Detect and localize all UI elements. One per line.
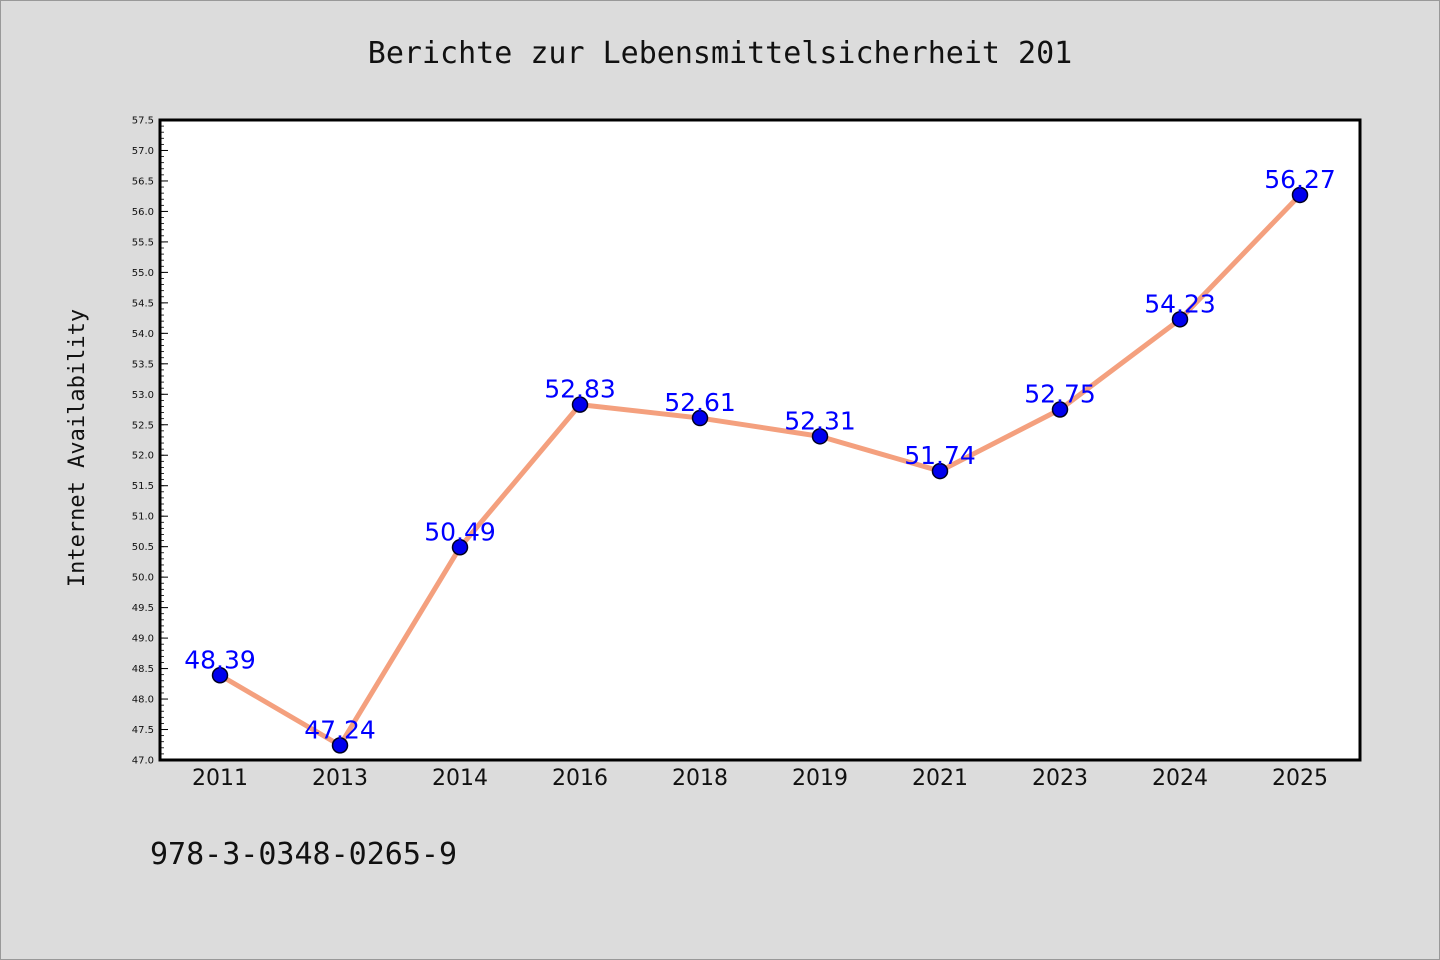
- data-label: 48.39: [184, 645, 256, 674]
- y-tick-label: 54.0: [132, 329, 154, 340]
- data-point: [811, 428, 829, 445]
- data-markers: [211, 186, 1309, 754]
- x-tick-label: 2014: [432, 766, 488, 791]
- data-label: 52.31: [784, 406, 856, 435]
- data-label: 54.23: [1144, 289, 1216, 318]
- data-point: [331, 737, 349, 754]
- y-tick-label: 57.5: [132, 116, 154, 127]
- data-label: 47.24: [304, 715, 376, 744]
- y-tick-label: 47.5: [132, 725, 154, 736]
- y-tick-label: 54.5: [132, 298, 154, 309]
- data-point: [1051, 401, 1069, 418]
- y-tick-label: 52.5: [132, 420, 154, 431]
- data-point: [1291, 186, 1309, 204]
- y-tick-label: 52.0: [132, 451, 154, 462]
- data-point: [1171, 311, 1189, 328]
- x-tick-label: 2011: [192, 766, 248, 791]
- x-tick-label: 2016: [552, 766, 608, 791]
- y-tick-label: 55.5: [132, 237, 154, 248]
- y-axis-label: Internet Availability: [65, 309, 90, 587]
- x-axis: 2011 2013 2014 2016 2018 2019 2021 2023 2024 2025: [192, 766, 1328, 791]
- y-axis: 47.0 47.5 48.0 48.5 49.0 49.5 50.0 50.5 51.0 51.5…: [132, 116, 168, 767]
- x-tick-label: 2024: [1152, 766, 1208, 791]
- y-tick-label: 50.0: [132, 573, 154, 584]
- x-tick-label: 2018: [672, 766, 728, 791]
- y-tick-label: 55.0: [132, 268, 154, 279]
- y-tick-label: 49.5: [132, 603, 154, 614]
- data-point: [211, 667, 229, 684]
- data-label: 51.74: [904, 441, 976, 470]
- y-tick-label: 57.0: [132, 146, 154, 157]
- data-label: 52.75: [1024, 380, 1096, 409]
- y-tick-label: 56.5: [132, 176, 154, 187]
- y-tick-label: 51.5: [132, 481, 154, 492]
- y-tick-label: 48.5: [132, 664, 154, 675]
- x-tick-label: 2023: [1032, 766, 1088, 791]
- data-label: 52.61: [664, 388, 736, 417]
- y-tick-label: 47.0: [132, 756, 154, 767]
- data-point: [571, 396, 589, 413]
- y-tick-label: 49.0: [132, 634, 154, 645]
- data-point: [691, 409, 709, 427]
- data-label: 56.27: [1264, 165, 1336, 194]
- series-line: [217, 192, 1303, 748]
- data-point: [931, 462, 949, 480]
- y-tick-label: 53.0: [132, 390, 154, 401]
- data-point: [451, 539, 469, 556]
- data-label: 52.83: [544, 375, 616, 404]
- y-tick-label: 50.5: [132, 542, 154, 553]
- x-tick-label: 2025: [1272, 766, 1328, 791]
- chart-title: Berichte zur Lebensmittelsicherheit 201: [368, 36, 1072, 71]
- x-tick-label: 2021: [912, 766, 968, 791]
- y-tick-label: 56.0: [132, 207, 154, 218]
- y-tick-label: 53.5: [132, 359, 154, 370]
- x-tick-label: 2019: [792, 766, 848, 791]
- data-label: 50.49: [424, 517, 496, 546]
- plot-area: [158, 118, 1362, 762]
- y-tick-label: 51.0: [132, 512, 154, 523]
- y-tick-label: 48.0: [132, 695, 154, 706]
- data-labels: 48.39 47.24 50.49 52.83 52.61 52.31 51.74 52.75…: [184, 165, 1336, 744]
- x-tick-label: 2013: [312, 766, 368, 791]
- isbn-text: 978-3-0348-0265-9: [150, 837, 457, 872]
